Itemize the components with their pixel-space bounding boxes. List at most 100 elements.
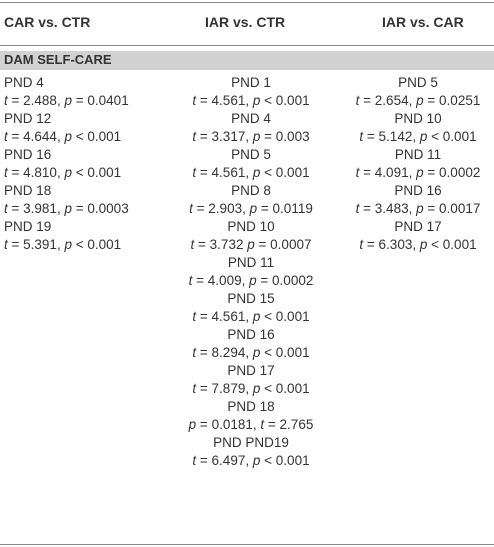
stat-line: t = 4.091, p = 0.0002 [355, 165, 481, 180]
p-value: 0.001 [275, 165, 310, 180]
pnd-label: PND 17 [394, 219, 442, 234]
stat-line: t = 2.903, p = 0.0119 [189, 201, 313, 216]
p-value: 0.001 [275, 309, 310, 324]
pnd-label: PND 17 [227, 363, 275, 378]
t-symbol: t [359, 237, 364, 252]
p-value: 0.003 [275, 129, 310, 144]
p-value: 0.0119 [272, 201, 313, 216]
pnd-label: PND 8 [231, 183, 271, 198]
p-value: 0.001 [87, 129, 122, 144]
t-value: 4.561 [211, 93, 246, 108]
t-value: 3.483 [374, 201, 409, 216]
t-value: 5.391 [23, 237, 57, 252]
p-symbol: p [419, 237, 428, 252]
t-symbol: t [4, 129, 8, 144]
p-value: 0.0002 [439, 165, 481, 180]
pnd-label: PND 18 [4, 183, 52, 198]
stat-line: t = 4.009, p = 0.0002 [188, 273, 314, 288]
p-operator: = [427, 93, 436, 108]
table-header-row: CAR vs. CTR IAR vs. CTR IAR vs. CAR [0, 14, 494, 34]
t-value: 3.732 [209, 237, 244, 252]
pnd-label: PND 4 [231, 111, 271, 126]
t-symbol: t [189, 201, 193, 216]
t-symbol: t [4, 93, 8, 108]
p-value: 0.001 [87, 165, 122, 180]
table-cell-entry: PND 16 t = 3.483, p = 0.0017 [352, 182, 484, 218]
t-symbol: t [192, 93, 197, 108]
stat-line: t = 4.561, p < 0.001 [192, 165, 310, 180]
stat-line: t = 2.654, p = 0.0251 [355, 93, 481, 108]
p-symbol: p [416, 201, 424, 216]
p-operator: < [431, 237, 440, 252]
pnd-label: PND 16 [227, 327, 275, 342]
t-symbol: t [4, 237, 8, 252]
p-symbol: p [249, 201, 258, 216]
p-symbol: p [252, 453, 261, 468]
table-cell-entry: PND 11 t = 4.009, p = 0.0002 [176, 254, 326, 290]
column-car-vs-ctr: PND 4 t = 2.488, p = 0.0401 PND 12 t = 4.64… [4, 74, 174, 254]
stat-line: t = 5.142, p < 0.001 [359, 129, 477, 144]
pnd-label: PND 16 [394, 183, 442, 198]
t-value: 5.142 [378, 129, 413, 144]
table-cell-entry: PND 1 t = 4.561, p < 0.001 [176, 74, 326, 110]
p-operator: < [75, 237, 84, 252]
p-operator: = [75, 93, 84, 108]
p-operator: = [199, 417, 208, 432]
section-header-dam-self-care: DAM SELF-CARE [0, 51, 494, 70]
stat-line: t = 4.561, p < 0.001 [192, 309, 310, 324]
table-cell-entry: PND 15 t = 4.561, p < 0.001 [176, 290, 326, 326]
stat-line: t = 3.483, p = 0.0017 [355, 201, 481, 216]
p-symbol: p [419, 129, 428, 144]
t-value: 6.303 [378, 237, 413, 252]
t-symbol: t [192, 381, 197, 396]
stat-line: t = 2.488, p = 0.0401 [4, 93, 129, 108]
p-value: 0.001 [275, 381, 310, 396]
p-symbol: p [64, 165, 72, 180]
p-symbol: p [64, 237, 72, 252]
p-value: 0.001 [87, 237, 122, 252]
column-iar-vs-car: PND 5 t = 2.654, p = 0.0251 PND 10 t = 5.14… [352, 74, 484, 254]
t-symbol: t [188, 273, 193, 288]
t-symbol: t [260, 417, 265, 432]
table-bottom-rule [0, 544, 494, 545]
stat-line: t = 3.981, p = 0.0003 [4, 201, 129, 216]
p-symbol: p [64, 201, 72, 216]
p-operator: < [75, 165, 84, 180]
pnd-label: PND 11 [227, 255, 275, 270]
t-value: 2.903 [208, 201, 243, 216]
table-cell-entry: PND 5 t = 4.561, p < 0.001 [176, 146, 326, 182]
pnd-label: PND 11 [394, 147, 442, 162]
t-symbol: t [192, 129, 197, 144]
section-title: DAM SELF-CARE [4, 52, 112, 67]
p-value: 0.001 [275, 453, 310, 468]
table-cell-entry: PND 10 t = 3.732 p = 0.0007 [176, 218, 326, 254]
stat-line: t = 4.810, p < 0.001 [4, 165, 122, 180]
t-symbol: t [192, 453, 197, 468]
t-value: 3.981 [23, 201, 57, 216]
header-iar-vs-ctr: IAR vs. CTR [205, 14, 286, 30]
table-cell-entry: PND 8 t = 2.903, p = 0.0119 [176, 182, 326, 218]
pnd-label: PND 19 [4, 219, 52, 234]
p-operator: < [264, 453, 273, 468]
table-cell-entry: PND 16 t = 4.810, p < 0.001 [4, 146, 174, 182]
p-operator: < [264, 345, 273, 360]
stat-line: t = 5.391, p < 0.001 [4, 237, 122, 252]
pnd-label: PND 12 [4, 111, 52, 126]
p-symbol: p [416, 165, 424, 180]
t-value: 2.488 [23, 93, 57, 108]
t-value: 4.561 [211, 309, 246, 324]
p-value: 0.0401 [87, 93, 129, 108]
table-cell-entry: PND 4 t = 2.488, p = 0.0401 [4, 74, 174, 110]
p-symbol: p [249, 273, 257, 288]
p-symbol: p [252, 129, 261, 144]
p-value: 0.001 [442, 129, 477, 144]
table-cell-entry: PND 19 t = 5.391, p < 0.001 [4, 218, 174, 254]
p-operator: = [260, 201, 269, 216]
header-iar-vs-car: IAR vs. CAR [382, 14, 464, 30]
p-operator: < [264, 381, 273, 396]
p-symbol: p [416, 93, 424, 108]
p-value: 0.0007 [270, 237, 312, 252]
p-value: 0.0017 [439, 201, 481, 216]
table-cell-entry: PND 5 t = 2.654, p = 0.0251 [352, 74, 484, 110]
t-symbol: t [355, 93, 360, 108]
